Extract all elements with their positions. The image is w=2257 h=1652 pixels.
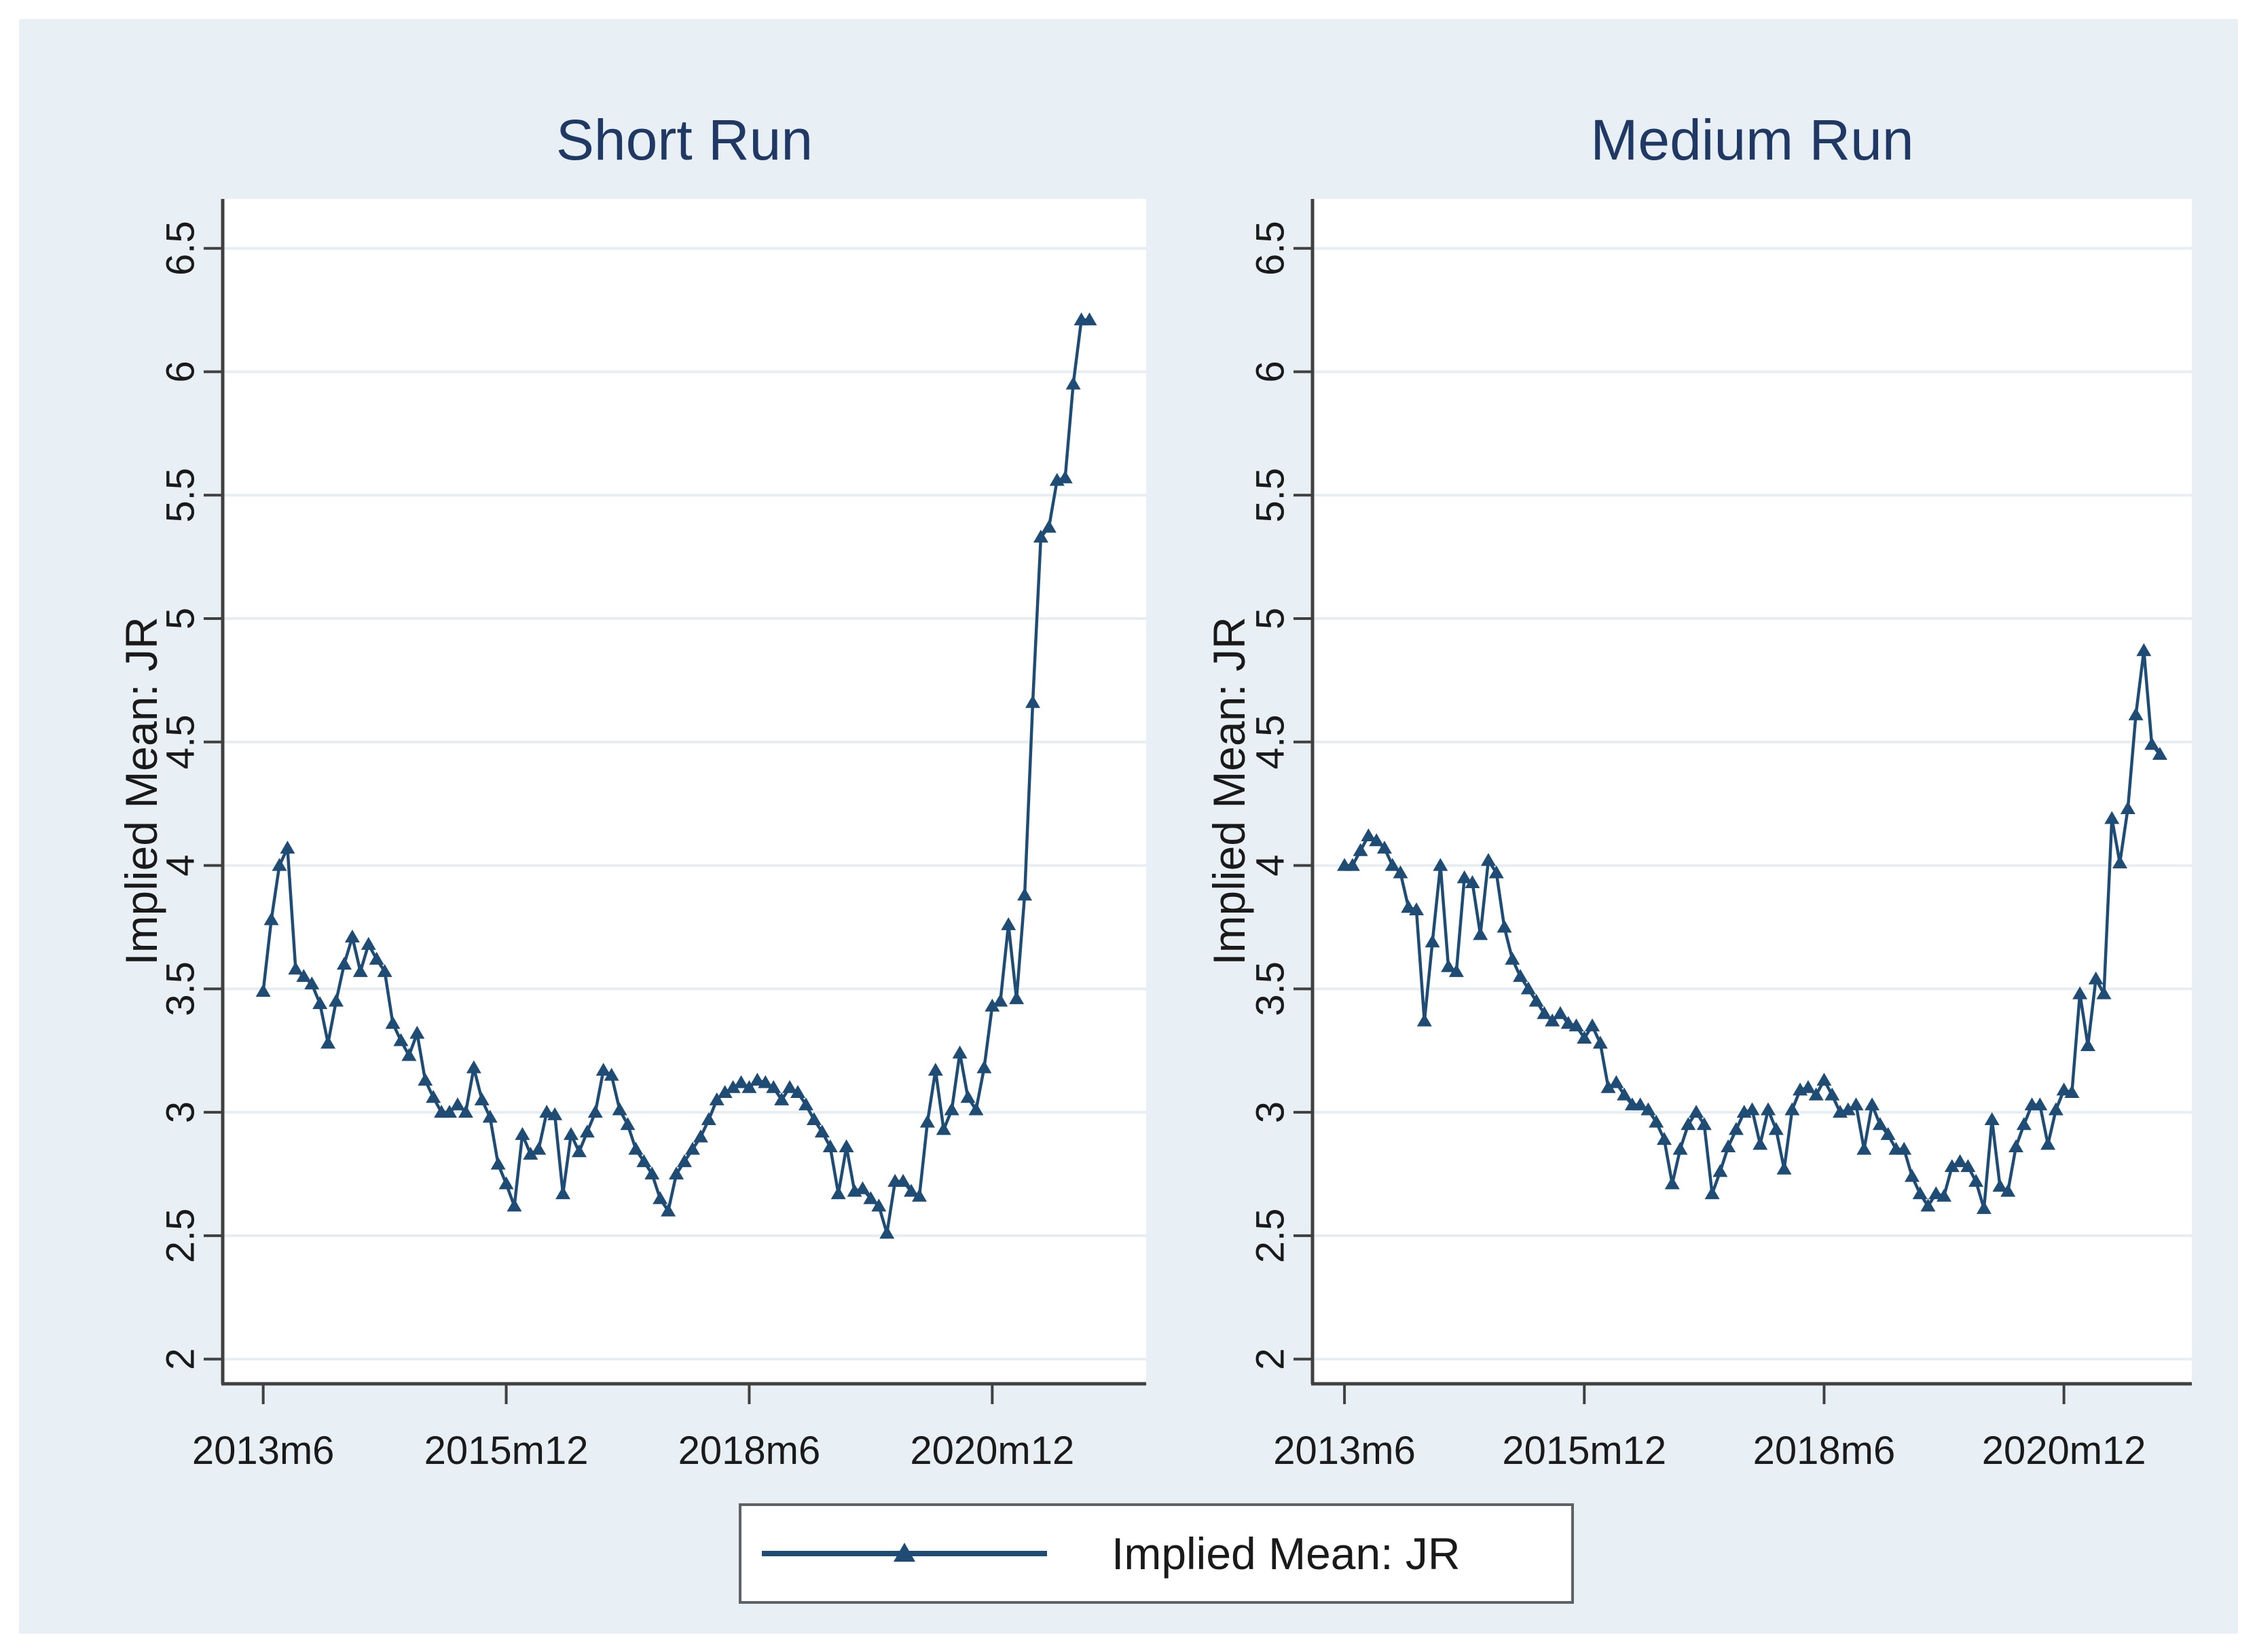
x-tick-label: 2020m12 (1982, 1429, 2146, 1473)
x-tick-label: 2013m6 (1273, 1429, 1416, 1473)
y-tick-label: 6 (159, 361, 203, 382)
x-axis: 2013m6 2015m12 2018m6 2020m12 (1273, 1384, 2146, 1473)
y-tick-label: 4.5 (159, 714, 203, 769)
y-tick-label: 2.5 (1249, 1209, 1293, 1264)
y-tick-label: 4.5 (1249, 714, 1293, 769)
legend-label: Implied Mean: JR (1112, 1528, 1461, 1579)
series-markers (255, 312, 1097, 1239)
legend-line-marker-icon (762, 1543, 1047, 1562)
y-axis: 2 2.5 3 3.5 4 4.5 5 5.5 6 6.5 (159, 221, 223, 1370)
panel-title-medium-run: Medium Run (1590, 108, 1914, 172)
x-tick-label: 2020m12 (910, 1429, 1074, 1473)
figure-background: Short Run Medium Run Implied Mean: JR Im… (19, 19, 2238, 1634)
y-tick-label: 2.5 (159, 1209, 203, 1264)
y-tick-label: 5 (159, 608, 203, 629)
y-tick-label: 5.5 (159, 468, 203, 523)
y-tick-label: 5 (1249, 608, 1293, 629)
y-tick-label: 2 (159, 1348, 203, 1370)
gridlines (223, 246, 1146, 1361)
x-tick-label: 2015m12 (1502, 1429, 1666, 1473)
legend: Implied Mean: JR (739, 1503, 1574, 1604)
y-tick-label: 2 (1249, 1348, 1293, 1370)
x-axis: 2013m6 2015m12 2018m6 2020m12 (192, 1384, 1074, 1473)
y-tick-label: 3.5 (1249, 961, 1293, 1016)
y-tick-label: 6.5 (1249, 221, 1293, 276)
axis-lines (1310, 199, 2192, 1386)
y-tick-label: 5.5 (1249, 468, 1293, 523)
x-tick-label: 2013m6 (192, 1429, 335, 1473)
y-tick-label: 4 (1249, 854, 1293, 876)
axis-lines (221, 199, 1146, 1386)
plot-area (223, 199, 1146, 1384)
x-tick-label: 2018m6 (678, 1429, 821, 1473)
x-tick-label: 2018m6 (1753, 1429, 1896, 1473)
y-tick-label: 3 (1249, 1101, 1293, 1123)
plot-area (1313, 199, 2192, 1384)
x-tick-label: 2015m12 (424, 1429, 589, 1473)
y-tick-label: 6 (1249, 361, 1293, 382)
series-markers (1337, 643, 2167, 1214)
panel-title-short-run: Short Run (555, 108, 813, 172)
y-axis: 2 2.5 3 3.5 4 4.5 5 5.5 6 6.5 (1249, 221, 1313, 1370)
y-tick-label: 6.5 (159, 221, 203, 276)
y-tick-label: 3 (159, 1101, 203, 1123)
y-tick-label: 4 (159, 854, 203, 876)
y-tick-label: 3.5 (159, 961, 203, 1016)
